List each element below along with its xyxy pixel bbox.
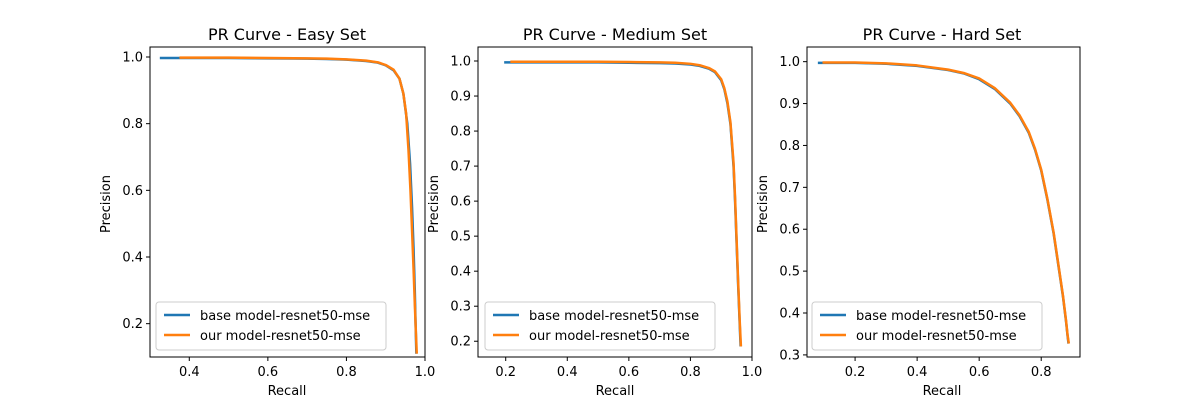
legend-label-base: base model-resnet50-mse [529, 309, 699, 324]
hard-set-chart: PR Curve - Hard Set Recall Precision 0.2… [756, 25, 1081, 399]
legend: base model-resnet50-mse our model-resnet… [484, 301, 716, 351]
plot-area: 0.4 0.6 0.8 1.0 0.2 0.4 0.6 0.8 1.0 [122, 46, 436, 380]
x-tick-label: 0.6 [258, 365, 279, 380]
plot-area: 0.2 0.4 0.6 0.8 0.3 0.4 0.5 0.6 0.7 0.8 0.9 1.0 [779, 46, 1081, 380]
series-line-ours [822, 61, 1071, 344]
chart-title: PR Curve - Medium Set [523, 25, 707, 44]
x-axis-label: Recall [596, 384, 635, 399]
easy-set-chart: PR Curve - Easy Set Recall Precision 0.4… [99, 25, 435, 399]
legend-label-ours: our model-resnet50-mse [529, 329, 690, 344]
y-axis-label: Precision [756, 175, 771, 233]
legend: base model-resnet50-mse our model-resnet… [811, 301, 1043, 351]
y-tick-label: 0.6 [779, 223, 800, 238]
x-tick-label: 0.8 [1031, 365, 1052, 380]
y-axis-label: Precision [427, 175, 442, 233]
x-tick-label: 0.8 [680, 365, 701, 380]
series-line-ours [510, 60, 743, 347]
y-tick-label: 0.5 [450, 230, 471, 245]
chart-title: PR Curve - Easy Set [208, 25, 366, 44]
axes-frame [149, 46, 426, 358]
legend-label-ours: our model-resnet50-mse [856, 329, 1017, 344]
axes-frame [477, 46, 753, 358]
x-tick-label: 0.6 [619, 365, 640, 380]
y-tick-label: 0.4 [779, 307, 800, 322]
y-tick-label: 0.2 [450, 335, 471, 350]
x-tick-label: 0.8 [336, 365, 357, 380]
legend-label-ours: our model-resnet50-mse [200, 329, 361, 344]
x-tick-label: 0.4 [179, 365, 200, 380]
y-tick-label: 0.8 [122, 117, 143, 132]
y-tick-label: 0.2 [122, 317, 143, 332]
series-line-ours [179, 56, 418, 354]
y-tick-label: 1.0 [779, 55, 800, 70]
x-tick-label: 0.2 [495, 365, 516, 380]
y-tick-label: 0.5 [779, 265, 800, 280]
legend-frame [811, 301, 1043, 351]
chart-title: PR Curve - Hard Set [863, 25, 1022, 44]
y-tick-label: 0.6 [122, 184, 143, 199]
y-tick-label: 0.3 [779, 348, 800, 363]
y-tick-label: 0.4 [122, 251, 143, 266]
legend: base model-resnet50-mse our model-resnet… [155, 301, 387, 351]
y-tick-label: 0.8 [450, 125, 471, 140]
x-axis-label: Recall [923, 384, 962, 399]
x-tick-label: 0.2 [845, 365, 866, 380]
x-tick-label: 1.0 [742, 365, 763, 380]
y-tick-label: 0.3 [450, 300, 471, 315]
legend-frame [484, 301, 716, 351]
y-tick-label: 0.8 [779, 139, 800, 154]
axes-frame [806, 46, 1081, 358]
y-tick-label: 1.0 [122, 51, 143, 66]
y-tick-label: 0.7 [779, 181, 800, 196]
x-tick-label: 0.4 [907, 365, 928, 380]
x-tick-label: 0.6 [969, 365, 990, 380]
y-tick-label: 0.9 [450, 90, 471, 105]
y-tick-label: 0.9 [779, 97, 800, 112]
plot-area: 0.2 0.4 0.6 0.8 1.0 0.2 0.3 0.4 0.5 0.6 0.7 0.8 0.9 1… [450, 46, 763, 380]
y-tick-label: 0.6 [450, 195, 471, 210]
medium-set-chart: PR Curve - Medium Set Recall Precision 0… [427, 25, 762, 399]
legend-label-base: base model-resnet50-mse [856, 309, 1026, 324]
series-line-base [817, 61, 1070, 344]
y-tick-label: 1.0 [450, 55, 471, 70]
x-axis-label: Recall [268, 384, 307, 399]
x-tick-label: 1.0 [415, 365, 436, 380]
y-tick-label: 0.7 [450, 160, 471, 175]
legend-label-base: base model-resnet50-mse [200, 309, 370, 324]
legend-frame [155, 301, 387, 351]
y-tick-label: 0.4 [450, 265, 471, 280]
x-tick-label: 0.4 [557, 365, 578, 380]
y-axis-label: Precision [99, 175, 114, 233]
